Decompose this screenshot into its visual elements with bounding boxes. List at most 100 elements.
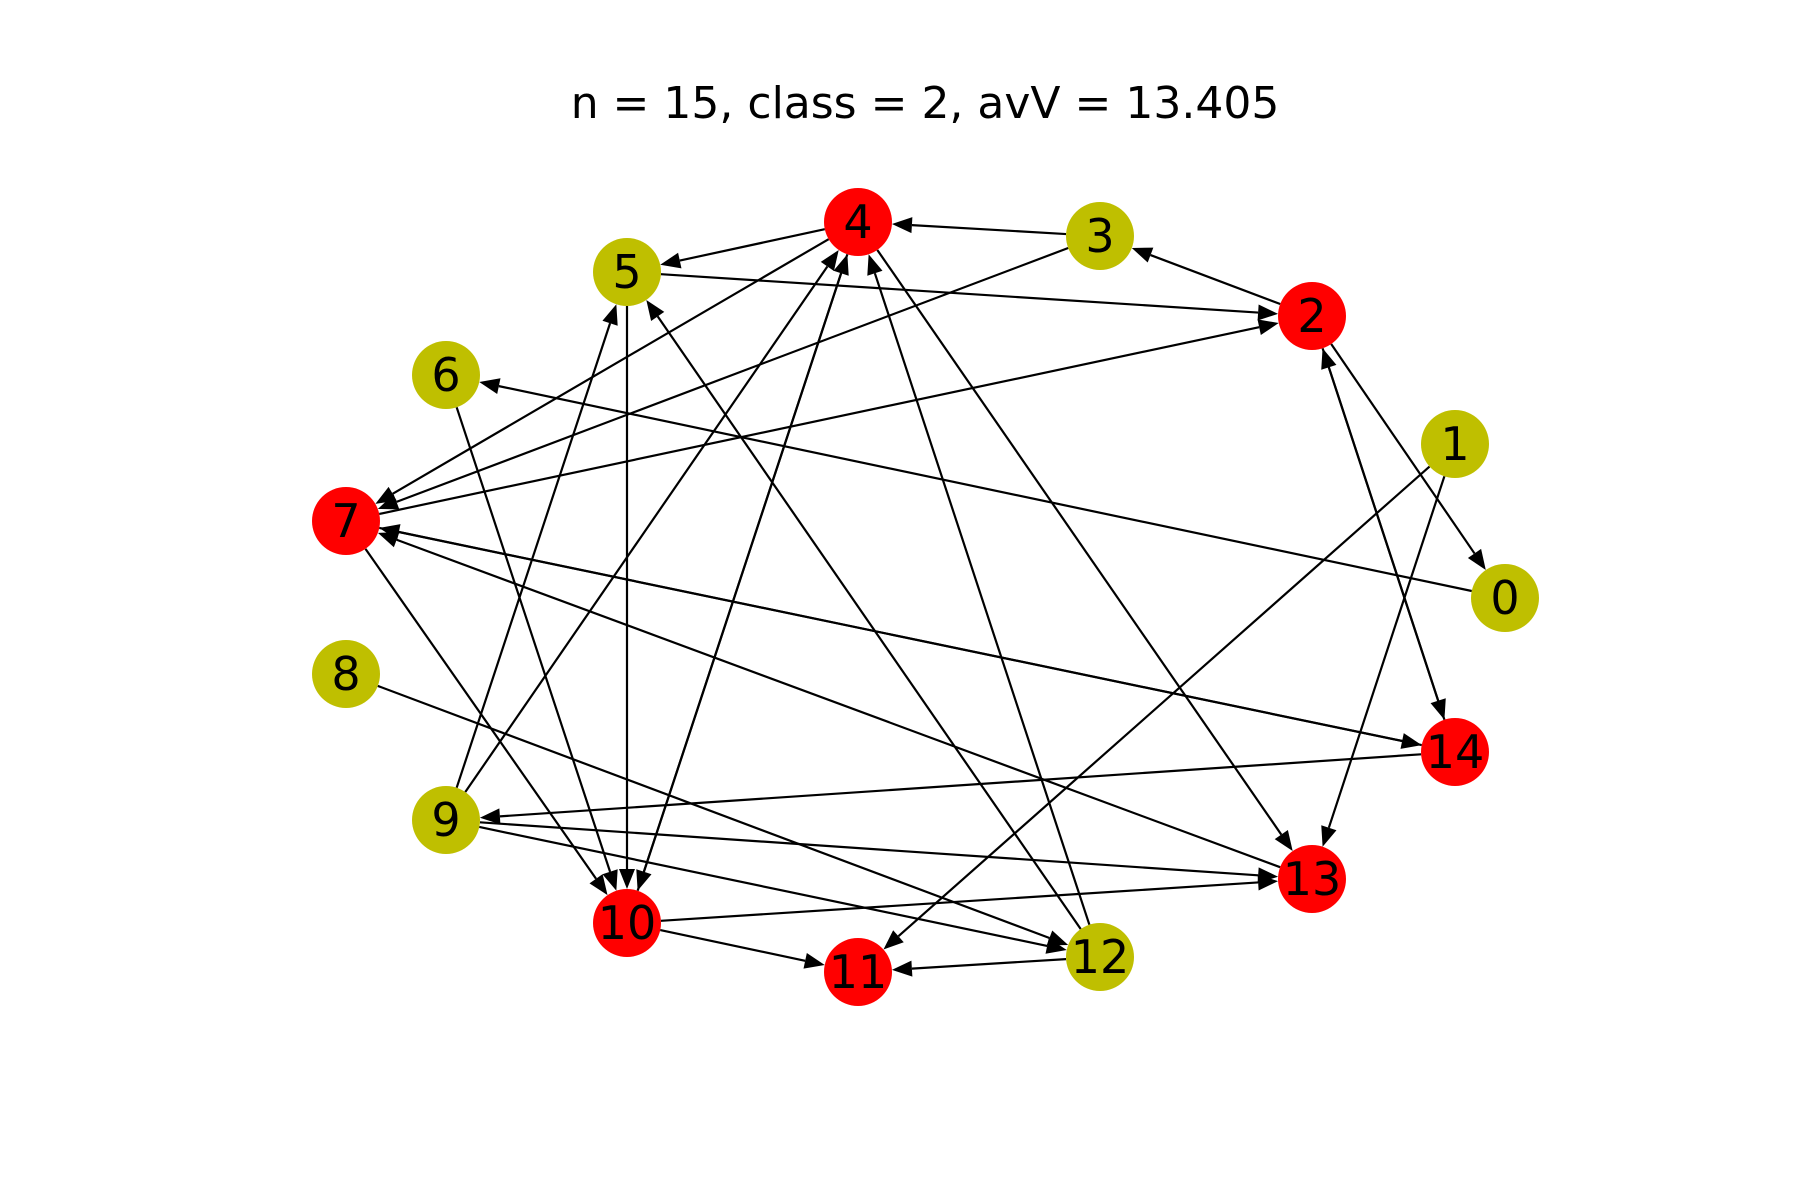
edge-line (396, 246, 1069, 503)
node-11: 11 (824, 938, 892, 1006)
node-6: 6 (412, 341, 480, 409)
node-5: 5 (593, 238, 661, 306)
node-label: 6 (431, 348, 460, 402)
edge-arrowhead (479, 808, 501, 825)
edge-line (636, 272, 843, 892)
node-8: 8 (312, 640, 380, 708)
node-circle (312, 487, 380, 555)
edge-line (379, 326, 1260, 516)
edge-6-to-10 (455, 406, 618, 891)
edge-7-to-2 (379, 319, 1279, 516)
edge-line (392, 238, 830, 495)
node-circle (412, 786, 480, 854)
node-circle (1421, 718, 1489, 786)
edge-line (660, 881, 1259, 922)
node-circle (593, 889, 661, 957)
edge-line (1327, 475, 1446, 829)
node-circle (1066, 202, 1134, 270)
edge-arrowhead (660, 252, 682, 269)
edge-arrowhead (602, 869, 618, 891)
edges-layer (364, 217, 1486, 977)
edge-arrowhead (1257, 874, 1279, 891)
edge-line (479, 825, 1048, 948)
edge-arrowhead (1257, 304, 1279, 321)
edge-line (479, 821, 1259, 877)
node-14: 14 (1421, 718, 1489, 786)
node-label: 2 (1297, 289, 1326, 343)
edge-arrowhead (1321, 348, 1337, 370)
edge-arrowhead (1257, 319, 1279, 336)
edge-line (660, 273, 1259, 314)
edge-line (876, 249, 1283, 836)
edge-9-to-4 (464, 249, 839, 793)
node-circle (1278, 282, 1346, 350)
edge-arrowhead (479, 378, 501, 394)
edge-arrowhead (833, 254, 849, 276)
node-circle (1421, 410, 1489, 478)
edge-13-to-7 (377, 532, 1281, 869)
edge-4-to-13 (876, 249, 1293, 852)
edge-2-to-0 (1330, 343, 1486, 570)
edge-line (455, 406, 612, 873)
node-2: 2 (1278, 282, 1346, 350)
edge-14-to-9 (479, 753, 1422, 825)
node-label: 4 (843, 195, 872, 249)
edge-12-to-4 (867, 254, 1091, 926)
graph-title: n = 15, class = 2, avV = 13.405 (571, 78, 1280, 129)
edge-arrowhead (891, 960, 913, 977)
edge-10-to-4 (636, 254, 849, 892)
node-9: 9 (412, 786, 480, 854)
edge-arrowhead (891, 217, 913, 234)
node-label: 0 (1490, 571, 1519, 625)
node-circle (1278, 845, 1346, 913)
node-1: 1 (1421, 410, 1489, 478)
edge-12-to-11 (891, 958, 1067, 977)
node-7: 7 (312, 487, 380, 555)
edge-2-to-3 (1131, 247, 1281, 306)
node-circle (824, 188, 892, 256)
edge-line (398, 530, 1422, 747)
edge-line (660, 928, 806, 962)
edge-10-to-11 (660, 928, 825, 969)
node-label: 3 (1085, 209, 1114, 263)
edge-1-to-13 (1321, 475, 1446, 847)
node-label: 14 (1426, 725, 1485, 779)
edge-7-to-10 (364, 548, 608, 896)
edge-line (911, 958, 1067, 970)
node-circle (312, 640, 380, 708)
edge-1-to-11 (883, 465, 1431, 950)
edge-arrowhead (375, 486, 397, 504)
edge-9-to-5 (455, 304, 618, 789)
node-label: 13 (1283, 852, 1342, 906)
edge-arrowhead (820, 249, 839, 272)
node-label: 10 (598, 896, 657, 950)
edge-line (464, 265, 829, 793)
edge-8-to-12 (377, 684, 1069, 946)
node-label: 5 (612, 245, 641, 299)
edge-line (1150, 254, 1281, 306)
edge-4-to-5 (660, 228, 826, 269)
edge-arrowhead (1467, 548, 1486, 570)
edge-line (377, 684, 1050, 940)
node-label: 11 (829, 945, 888, 999)
edge-12-to-5 (646, 299, 1082, 930)
edge-arrowhead (1321, 825, 1337, 847)
node-3: 3 (1066, 202, 1134, 270)
edge-9-to-12 (479, 825, 1067, 954)
edge-arrowhead (619, 869, 635, 889)
node-circle (1066, 923, 1134, 991)
edge-arrowhead (803, 952, 825, 969)
node-12: 12 (1066, 923, 1134, 991)
edge-line (679, 228, 826, 262)
edge-line (1330, 343, 1476, 555)
edge-line (498, 385, 1472, 593)
node-label: 9 (431, 793, 460, 847)
edge-line (1327, 366, 1446, 721)
edge-0-to-6 (479, 378, 1472, 593)
edge-arrowhead (646, 299, 665, 321)
node-4: 4 (824, 188, 892, 256)
node-circle (1471, 564, 1539, 632)
edge-4-to-7 (375, 238, 830, 504)
edge-line (396, 538, 1281, 869)
